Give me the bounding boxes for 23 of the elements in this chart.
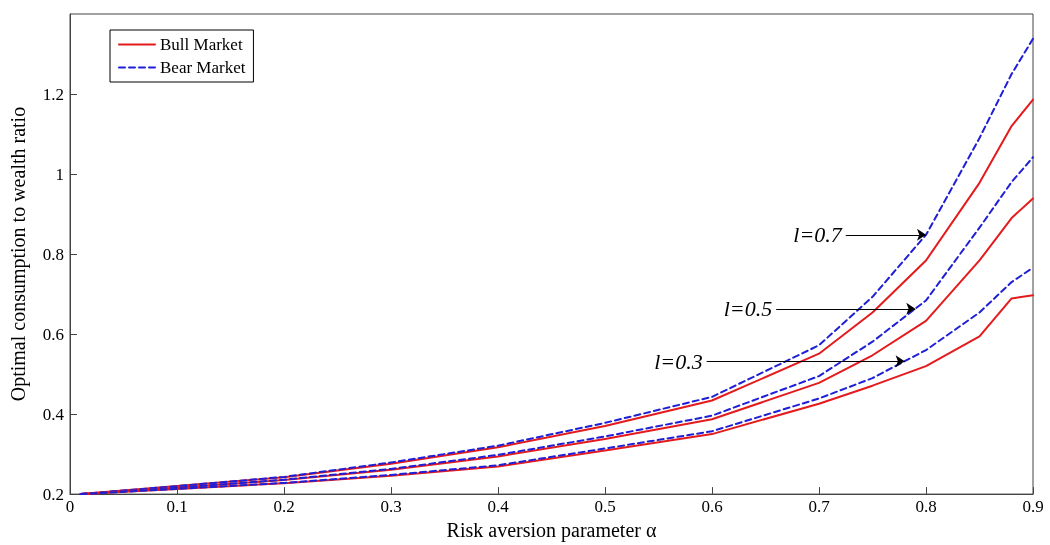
y-tick-label: 0.8 bbox=[42, 244, 64, 264]
x-tick-label: 0.6 bbox=[701, 497, 723, 517]
legend-label: Bull Market bbox=[160, 35, 243, 54]
x-tick-label: 0 bbox=[65, 497, 75, 517]
x-tick-label: 0.5 bbox=[594, 497, 616, 517]
x-tick-label: 0.3 bbox=[380, 497, 402, 517]
annotation: l=0.3 bbox=[654, 348, 703, 374]
y-tick-label: 0.6 bbox=[42, 324, 64, 344]
x-tick-label: 0.9 bbox=[1022, 497, 1044, 517]
x-axis-title: Risk aversion parameter α bbox=[446, 519, 657, 542]
x-tick-label: 0.8 bbox=[915, 497, 937, 517]
annotation: l=0.7 bbox=[793, 222, 843, 248]
x-tick-label: 0.4 bbox=[487, 497, 510, 517]
y-tick-label: 0.2 bbox=[42, 484, 64, 504]
x-tick-label: 0.2 bbox=[273, 497, 295, 517]
y-tick-label: 1 bbox=[55, 164, 64, 184]
annotation: l=0.5 bbox=[723, 296, 773, 322]
y-tick-label: 0.4 bbox=[42, 404, 65, 424]
y-tick-label: 1.2 bbox=[42, 84, 64, 104]
x-tick-label: 0.7 bbox=[808, 497, 831, 517]
x-tick-label: 0.1 bbox=[166, 497, 188, 517]
legend-label: Bear Market bbox=[160, 58, 246, 77]
y-axis-title: Optimal consumption to wealth ratio bbox=[7, 106, 30, 402]
